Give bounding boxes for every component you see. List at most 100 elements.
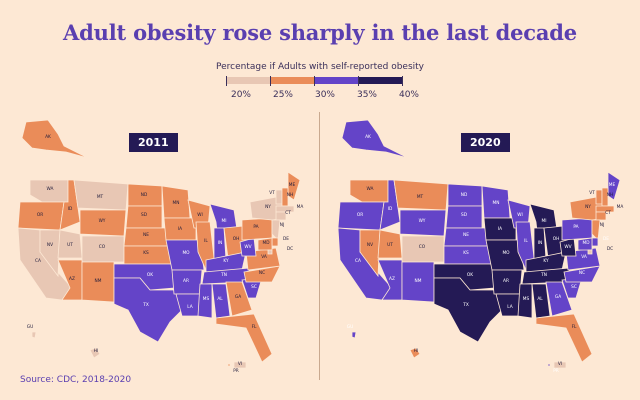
state-label-nv: NV xyxy=(367,242,373,248)
map-2011: WA OR CA NV ID MT WY UT CO AZ NM ND SD NE KS OK TX MN IA MO… xyxy=(17,119,303,374)
state-label-de: DE xyxy=(603,236,609,242)
state-label-ar: AR xyxy=(183,278,189,284)
state-label-sc: SC xyxy=(251,284,257,290)
state-pr xyxy=(547,363,551,367)
state-label-mo: MO xyxy=(502,250,510,256)
legend-swatch-20-25 xyxy=(226,77,270,84)
state-label-ks: KS xyxy=(463,250,469,256)
legend-title: Percentage if Adults with self-reported … xyxy=(215,62,425,72)
state-label-nh: NH xyxy=(287,192,293,198)
state-pr xyxy=(227,363,231,367)
state-label-ar: AR xyxy=(503,278,509,284)
state-label-ok: OK xyxy=(147,272,153,278)
state-tx xyxy=(113,277,183,343)
state-label-nc: NC xyxy=(579,270,585,276)
state-label-pr: PR xyxy=(233,368,239,374)
state-label-ma: MA xyxy=(617,204,624,210)
state-nc xyxy=(563,265,601,283)
state-ms xyxy=(197,283,213,319)
legend-label-40: 40% xyxy=(398,90,419,100)
state-label-nd: ND xyxy=(461,192,468,198)
state-label-il: IL xyxy=(524,238,528,244)
state-tx xyxy=(433,277,503,343)
state-az xyxy=(57,259,83,301)
legend-tick xyxy=(358,76,359,86)
legend-swatch-35-40 xyxy=(358,77,402,84)
state-label-pa: PA xyxy=(253,224,258,230)
state-label-ct: CT xyxy=(285,210,291,216)
state-nv xyxy=(39,229,61,278)
state-nv xyxy=(359,229,381,278)
state-ma xyxy=(275,205,295,213)
legend-tick xyxy=(314,76,315,86)
state-mo xyxy=(165,239,205,271)
state-label-nm: NM xyxy=(415,278,422,284)
state-label-ga: GA xyxy=(555,294,561,300)
state-label-al: AL xyxy=(537,296,543,302)
state-ga xyxy=(545,281,573,317)
state-label-nm: NM xyxy=(95,278,102,284)
state-label-ut: UT xyxy=(67,242,73,248)
state-label-co: CO xyxy=(419,244,426,250)
state-label-ne: NE xyxy=(143,232,149,238)
state-label-mn: MN xyxy=(173,200,180,206)
state-de xyxy=(591,237,599,247)
state-label-fl: FL xyxy=(572,324,577,330)
legend-tick xyxy=(270,76,271,86)
state-label-wi: WI xyxy=(197,212,203,218)
state-ms xyxy=(517,283,533,319)
state-label-or: OR xyxy=(357,212,363,218)
state-label-hi: HI xyxy=(414,348,419,354)
state-label-hi: HI xyxy=(94,348,99,354)
state-label-il: IL xyxy=(204,238,208,244)
state-label-mn: MN xyxy=(493,200,500,206)
state-gu xyxy=(351,331,357,339)
state-label-md: MD xyxy=(262,240,270,246)
state-label-ut: UT xyxy=(387,242,393,248)
state-label-ca: CA xyxy=(35,258,41,264)
state-label-ky: KY xyxy=(543,258,549,264)
year-label-2011: 2011 xyxy=(129,133,178,152)
state-label-vt: VT xyxy=(589,190,595,196)
state-label-az: AZ xyxy=(389,276,395,282)
state-label-id: ID xyxy=(68,206,73,212)
state-label-vi: VI xyxy=(238,361,242,367)
state-label-co: CO xyxy=(99,244,106,250)
state-label-me: ME xyxy=(609,182,616,188)
state-vt xyxy=(275,189,283,205)
map-2020: WA OR CA NV ID MT WY UT CO AZ NM ND SD NE KS OK TX MN IA MO… xyxy=(337,119,624,374)
state-label-mi: MI xyxy=(542,218,547,224)
legend-swatch-25-30 xyxy=(270,77,314,84)
state-label-ak: AK xyxy=(45,134,51,140)
state-label-la: LA xyxy=(507,304,512,310)
state-label-az: AZ xyxy=(69,276,75,282)
state-label-md: MD xyxy=(582,240,590,246)
state-ak xyxy=(341,119,409,159)
state-ga xyxy=(225,281,253,317)
state-label-dc: DC xyxy=(607,246,613,252)
legend-label-25: 25% xyxy=(272,90,293,100)
state-label-wy: WY xyxy=(99,218,106,224)
state-label-vi: VI xyxy=(558,361,562,367)
state-label-dc: DC xyxy=(287,246,293,252)
state-label-va: VA xyxy=(581,254,587,260)
state-mo xyxy=(485,239,525,271)
legend-label-35: 35% xyxy=(356,90,377,100)
state-label-oh: OH xyxy=(553,236,560,242)
state-label-mt: MT xyxy=(417,194,424,200)
state-label-de: DE xyxy=(283,236,289,242)
state-label-ok: OK xyxy=(467,272,473,278)
state-label-wa: WA xyxy=(367,186,374,192)
state-label-in: IN xyxy=(538,240,542,246)
state-label-tn: TN xyxy=(220,272,227,278)
state-label-wy: WY xyxy=(419,218,426,224)
legend-tick xyxy=(226,76,227,86)
state-az xyxy=(377,259,403,301)
state-label-vt: VT xyxy=(269,190,275,196)
state-label-tx: TX xyxy=(462,302,469,308)
state-fl xyxy=(215,313,273,363)
state-de xyxy=(271,237,279,247)
state-label-ne: NE xyxy=(463,232,469,238)
state-hi xyxy=(409,347,421,359)
state-ct xyxy=(595,211,607,221)
